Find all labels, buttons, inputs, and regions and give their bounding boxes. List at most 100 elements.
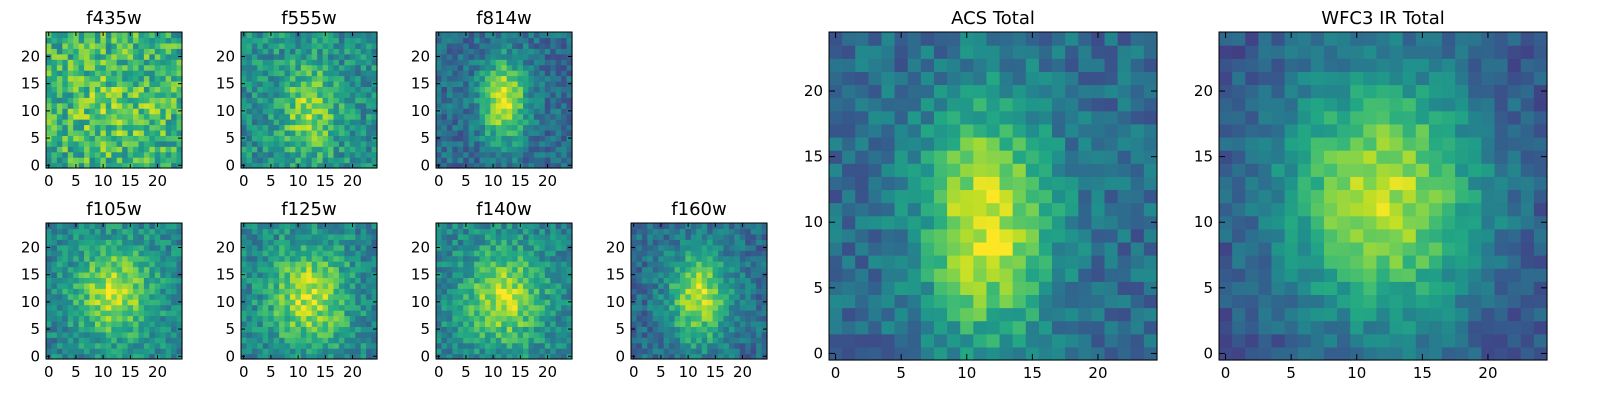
- image-cell: [160, 80, 167, 87]
- image-cell: [322, 135, 329, 142]
- image-cell: [300, 320, 307, 327]
- image-cell: [452, 129, 459, 136]
- image-cell: [344, 320, 351, 327]
- image-cell: [1052, 281, 1066, 295]
- image-cell: [160, 97, 167, 104]
- image-cell: [756, 282, 763, 289]
- image-cell: [647, 315, 654, 322]
- image-cell: [523, 244, 530, 251]
- image-cell: [566, 113, 573, 120]
- image-cell: [56, 239, 63, 246]
- image-cell: [273, 37, 280, 44]
- image-cell: [289, 293, 296, 300]
- image-cell: [947, 163, 961, 177]
- image-cell: [133, 277, 140, 284]
- image-cell: [311, 32, 318, 39]
- image-cell: [550, 288, 557, 295]
- image-cell: [652, 315, 659, 322]
- image-cell: [284, 244, 291, 251]
- image-cell: [855, 294, 869, 309]
- image-cell: [501, 113, 508, 120]
- image-cell: [631, 331, 638, 338]
- image-cell: [251, 310, 258, 317]
- image-cell: [317, 108, 324, 115]
- image-cell: [84, 124, 91, 131]
- y-tick-label: 15: [216, 75, 235, 93]
- image-cell: [728, 261, 735, 268]
- image-cell: [73, 304, 80, 311]
- image-cell: [62, 310, 69, 317]
- image-cell: [523, 310, 530, 317]
- image-cell: [360, 250, 367, 257]
- image-cell: [528, 353, 535, 360]
- image-cell: [566, 255, 573, 262]
- image-cell: [484, 293, 491, 300]
- image-cell: [484, 353, 491, 360]
- image-cell: [512, 277, 519, 284]
- image-cell: [436, 102, 443, 109]
- image-cell: [349, 119, 356, 126]
- image-cell: [501, 135, 508, 142]
- image-cell: [484, 239, 491, 246]
- image-cell: [289, 288, 296, 295]
- image-cell: [761, 320, 768, 327]
- image-cell: [517, 119, 524, 126]
- image-cell: [479, 282, 486, 289]
- image-cell: [544, 42, 551, 49]
- image-cell: [739, 288, 746, 295]
- image-cell: [289, 266, 296, 273]
- image-cell: [67, 233, 74, 240]
- image-cell: [84, 331, 91, 338]
- image-cell: [868, 241, 883, 256]
- image-cell: [761, 228, 768, 235]
- image-cell: [295, 233, 302, 240]
- image-cell: [154, 228, 161, 235]
- image-cell: [67, 97, 74, 104]
- image-cell: [94, 108, 101, 115]
- image-cell: [539, 266, 546, 273]
- image-cell: [366, 233, 373, 240]
- image-cell: [349, 80, 356, 87]
- y-tick-label: 20: [411, 47, 430, 65]
- image-cell: [78, 59, 85, 66]
- image-cell: [89, 250, 96, 257]
- image-cell: [506, 80, 513, 87]
- image-cell: [122, 342, 129, 349]
- image-cell: [295, 91, 302, 98]
- image-cell: [349, 282, 356, 289]
- image-cell: [338, 310, 345, 317]
- image-cell: [143, 86, 150, 93]
- image-cell: [171, 233, 178, 240]
- image-cell: [468, 146, 475, 153]
- image-cell: [306, 48, 313, 55]
- image-cell: [89, 53, 96, 60]
- image-cell: [295, 326, 302, 333]
- image-cell: [533, 97, 540, 104]
- image-cell: [868, 307, 883, 322]
- image-cell: [723, 293, 730, 300]
- image-cell: [51, 157, 58, 164]
- image-cell: [127, 277, 134, 284]
- image-cell: [78, 86, 85, 93]
- image-cell: [279, 37, 286, 44]
- image-cell: [512, 151, 519, 158]
- image-cell: [349, 75, 356, 82]
- image-cell: [446, 53, 453, 60]
- image-cell: [1012, 333, 1027, 348]
- image-cell: [360, 310, 367, 317]
- image-cell: [300, 97, 307, 104]
- image-cell: [501, 124, 508, 131]
- image-cell: [636, 228, 643, 235]
- image-cell: [46, 233, 53, 240]
- image-cell: [268, 320, 275, 327]
- image-cell: [241, 146, 248, 153]
- image-cell: [133, 320, 140, 327]
- image-cell: [555, 342, 562, 349]
- image-cell: [338, 250, 345, 257]
- image-cell: [284, 91, 291, 98]
- x-tick-label: 0: [44, 363, 54, 381]
- image-cell: [251, 140, 258, 147]
- image-cell: [89, 277, 96, 284]
- image-cell: [561, 255, 568, 262]
